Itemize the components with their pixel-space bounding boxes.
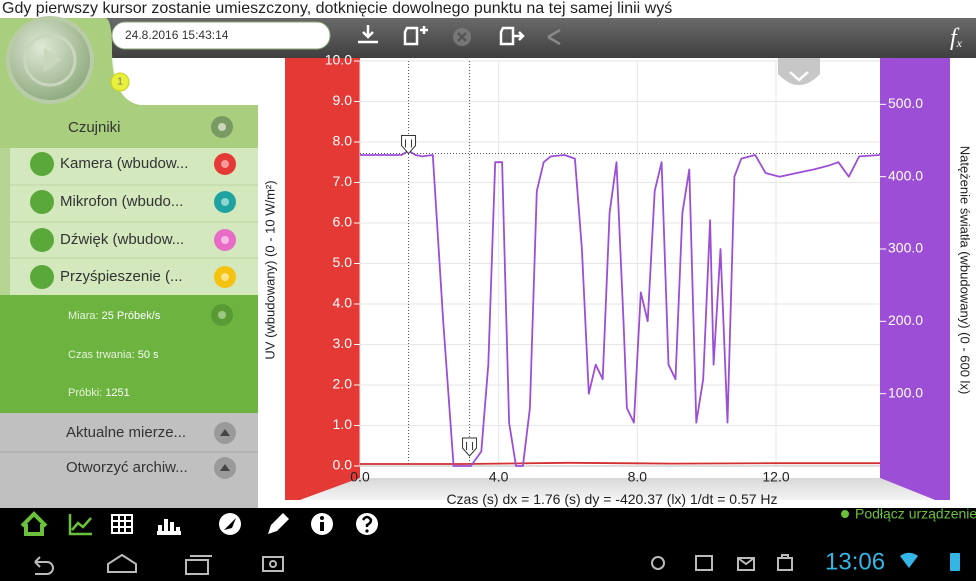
sensor-row[interactable]: Kamera (wbudow... [10,152,258,186]
cursor-marker [462,437,478,457]
cursor-marker [401,135,417,155]
function-icon[interactable]: fx [950,25,963,51]
recent-icon[interactable] [185,555,212,575]
action[interactable]: Aktualne mierze... [66,424,186,441]
download-icon[interactable] [358,25,378,44]
sensor-name: Dźwięk (wbudow... [60,231,184,248]
caption: Gdy pierwszy kursor zostanie umieszczony… [2,0,672,17]
y2-axis-label: Natężenie światła (wbudowany) (0 - 600 l… [958,146,973,395]
system-icons [34,553,793,575]
badge[interactable] [110,72,130,92]
screenshot-lens [269,560,277,568]
y-tick-label: 1.0 [333,416,353,432]
toolbar-icons [358,25,561,46]
y-tick-label: 7.0 [333,173,353,189]
add-icon[interactable] [403,26,428,46]
setting-label: Czas trwania: 50 s [68,349,159,361]
collapse-arrow [789,71,809,82]
plot-area [360,61,880,467]
action[interactable]: Otworzyć archiw... [66,459,188,476]
y-tick-label: 3.0 [333,335,353,351]
screenshot-icon[interactable] [262,556,284,572]
chart-bg [258,58,976,508]
info-icon[interactable] [311,513,333,535]
system-bar [0,541,976,581]
y-tick-label: 5.0 [333,254,353,270]
sensor-row[interactable]: Dźwięk (wbudow... [10,228,258,259]
gear-hole [218,123,226,131]
y2-tick-label: 500.0 [888,95,923,111]
sensor-row[interactable]: Przyśpieszenie (... [30,265,236,289]
caption-bg [0,0,976,18]
y2-tick-label: 400.0 [888,167,923,183]
connect-status[interactable]: Podłącz urządzenie [855,506,976,522]
datetime: 24.8.2016 15:43:14 [125,28,229,42]
back-icon[interactable] [34,556,54,575]
compass-icon[interactable] [219,513,241,535]
y2-tick-label: 100.0 [888,384,923,400]
battery-icon [950,553,960,571]
location-icon [651,556,665,570]
y-tick-label: 9.0 [333,92,353,108]
badge-text: 1 [117,77,123,88]
clock: 13:06 [825,548,885,575]
gallery-icon [695,555,713,571]
pen-icon[interactable] [268,513,289,534]
y-tick-label: 8.0 [333,133,353,149]
x-axis-label: Czas (s) dx = 1.76 (s) dy = -420.37 (lx)… [446,491,777,507]
close-icon[interactable] [453,28,471,46]
y-axis-label: UV (wbudowany) (0 - 10 W/m²) [262,180,277,359]
y-tick-label: 4.0 [333,295,353,311]
x-tick-label: 12.0 [762,469,789,485]
left-axis-band [285,58,360,500]
collapse-tab[interactable] [778,58,820,85]
wifi-icon [900,552,918,568]
graph-icon[interactable] [68,514,92,536]
play-ring [23,33,77,87]
y-tick-label: 10.0 [325,52,352,68]
setting-label: Miara: 25 Próbek/s [68,310,161,322]
series-line [360,461,880,465]
y2-tick-label: 200.0 [888,312,923,328]
y-tick-label: 2.0 [333,376,353,392]
sensor-list-edge [0,148,10,295]
nav-bar [0,508,976,541]
table-icon[interactable] [111,514,133,534]
x-tick-label: 8.0 [628,469,648,485]
briefcase-icon [777,554,793,571]
nav-icons [20,510,849,536]
home-icon[interactable] [20,511,48,536]
chart-floor [300,478,935,500]
setting-label: Próbki: 1251 [68,387,130,399]
sensor-row[interactable]: Mikrofon (wbudo... [10,190,258,223]
mail-icon [737,557,755,571]
settings-gear-hole [218,311,226,319]
y-tick-label: 6.0 [333,214,353,230]
play-triangle [44,48,62,72]
x-tick-label: 4.0 [489,469,509,485]
settings: Miara: 25 Próbek/s Czas trwania: 50 s Pr… [68,310,161,399]
home-sys-icon[interactable] [107,553,137,573]
series-line [360,149,880,467]
sensor-name: Kamera (wbudow... [60,155,188,172]
bars-icon[interactable] [157,519,181,535]
y-tick-label: 0.0 [333,457,353,473]
datetime-field[interactable] [111,21,331,50]
x-tick-label: 0.0 [350,469,370,485]
sensor-list: Kamera (wbudow... Mikrofon (wbudo... Dźw… [0,148,258,295]
sensors-header: Czujniki [68,119,121,136]
sensor-name: Przyśpieszenie (... [60,268,183,285]
connect-dot [841,510,849,518]
share-icon[interactable] [547,28,561,46]
y2-tick-label: 300.0 [888,240,923,256]
sensor-name: Mikrofon (wbudo... [60,193,183,210]
right-axis-band [880,58,950,500]
help-icon[interactable] [356,513,378,535]
action-buttons [214,422,236,479]
export-icon[interactable] [499,26,525,46]
